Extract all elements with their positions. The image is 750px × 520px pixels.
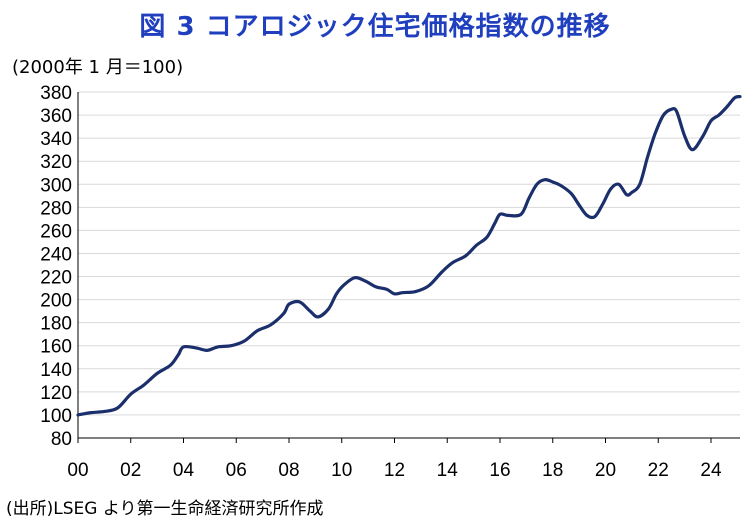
x-tick-label: 04 (173, 460, 195, 481)
chart-title: 図 3 コアロジック住宅価格指数の推移 (139, 12, 611, 42)
x-tick-label: 20 (595, 460, 616, 481)
y-tick-label: 360 (40, 106, 72, 127)
index-series-line (76, 95, 742, 417)
y-tick-label: 240 (40, 244, 72, 265)
x-tick-label: 08 (278, 460, 299, 481)
x-tick-label: 02 (120, 460, 141, 481)
x-tick-label: 12 (384, 460, 405, 481)
x-axis-ticks: 00 02 04 06 08 10 12 14 16 18 20 22 24 (67, 438, 722, 481)
source-note: (出所)LSEG より第一生命経済研究所作成 (6, 499, 324, 519)
y-tick-label: 380 (40, 83, 72, 104)
x-tick-label: 00 (67, 460, 88, 481)
y-tick-label: 200 (40, 291, 72, 312)
y-tick-label: 180 (40, 314, 72, 335)
y-tick-label: 320 (40, 152, 72, 173)
x-tick-label: 24 (700, 460, 722, 481)
y-tick-label: 140 (40, 360, 72, 381)
y-tick-label: 80 (51, 429, 72, 450)
y-tick-label: 160 (40, 337, 72, 358)
y-tick-label: 100 (40, 406, 72, 427)
y-tick-label: 260 (40, 221, 72, 242)
y-tick-label: 280 (40, 198, 72, 219)
x-tick-label: 16 (489, 460, 510, 481)
y-tick-label: 220 (40, 268, 72, 289)
x-tick-label: 18 (542, 460, 563, 481)
x-tick-label: 10 (331, 460, 352, 481)
y-tick-label: 340 (40, 129, 72, 150)
y-tick-label: 300 (40, 175, 72, 196)
gridlines (78, 91, 740, 416)
y-axis-unit-label: (2000年 1 月＝100) (12, 57, 184, 78)
x-tick-label: 22 (648, 460, 669, 481)
x-tick-label: 06 (226, 460, 247, 481)
x-tick-label: 14 (437, 460, 459, 481)
y-tick-label: 120 (40, 383, 72, 404)
